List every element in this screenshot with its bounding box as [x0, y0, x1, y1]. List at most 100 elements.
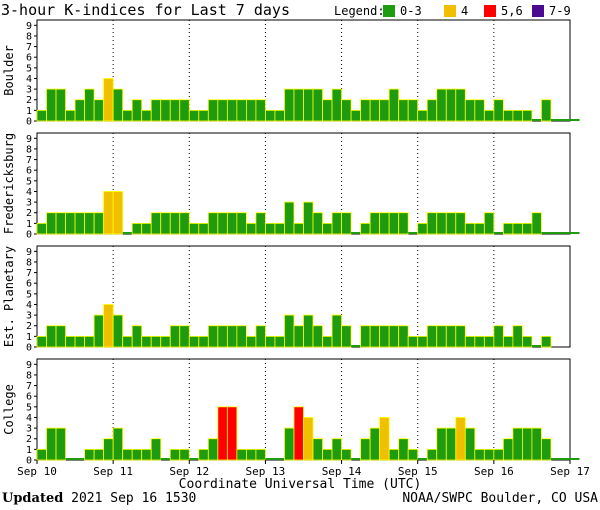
y-tick-label: 2	[26, 208, 32, 219]
k-index-bar	[426, 325, 438, 348]
k-index-bar	[255, 325, 266, 348]
k-index-bar	[522, 222, 533, 235]
k-index-bar	[483, 448, 495, 461]
k-index-bar	[293, 406, 304, 461]
footer-credit: NOAA/SWPC Boulder, CO USA	[402, 491, 598, 506]
k-index-bar	[445, 88, 457, 122]
k-index-bar	[226, 212, 238, 235]
y-tick-label: 1	[26, 219, 32, 230]
y-tick-label: 0	[26, 456, 32, 467]
y-tick-label: 8	[26, 31, 32, 42]
k-index-bar	[274, 222, 285, 235]
k-index-bar	[388, 448, 400, 461]
k-index-bar	[417, 222, 428, 235]
k-index-bar	[398, 212, 409, 235]
k-index-bar	[217, 406, 228, 461]
k-index-bar	[36, 335, 47, 348]
k-index-bar	[169, 212, 181, 235]
k-index-bar	[141, 335, 152, 348]
k-index-bar	[351, 345, 361, 347]
k-index-bar	[236, 325, 247, 348]
k-index-bar	[284, 88, 295, 122]
y-tick-label: 4	[26, 74, 32, 85]
y-tick-label: 3	[26, 85, 32, 96]
k-index-bar	[560, 119, 570, 121]
k-index-bar	[150, 438, 162, 461]
k-index-bar	[160, 335, 171, 348]
y-tick-label: 2	[26, 321, 32, 332]
k-index-bar	[493, 99, 504, 122]
k-index-bar	[474, 222, 485, 235]
k-index-bar	[169, 448, 181, 461]
k-index-bar	[550, 119, 561, 121]
k-index-bar	[493, 448, 504, 461]
k-index-bar	[189, 458, 199, 460]
k-index-bar	[75, 458, 85, 460]
k-index-bar	[207, 99, 219, 122]
k-index-bar	[65, 109, 76, 122]
k-index-bar	[169, 99, 181, 122]
k-index-bar	[226, 99, 238, 122]
panel-name: College	[2, 384, 16, 435]
k-index-bar	[265, 222, 276, 235]
k-index-bar	[112, 314, 124, 348]
k-index-bar	[112, 191, 124, 235]
x-tick-label: Sep 13	[246, 465, 286, 478]
k-index-bar	[131, 448, 143, 461]
k-index-bar	[341, 448, 352, 461]
k-index-bar	[265, 109, 276, 122]
y-tick-label: 4	[26, 300, 32, 311]
k-index-bar	[36, 222, 47, 235]
chart-title: 3-hour K-indices for Last 7 days	[1, 1, 290, 19]
k-index-bar	[274, 335, 285, 348]
y-tick-label: 7	[26, 42, 32, 53]
k-index-bar	[65, 458, 76, 460]
x-tick-label: Sep 12	[169, 465, 209, 478]
k-index-bar	[398, 325, 409, 348]
k-index-bar	[312, 88, 323, 122]
k-index-bar	[179, 448, 190, 461]
legend-label: Legend:	[334, 4, 385, 18]
k-index-bar	[322, 448, 333, 461]
legend-entry: 7-9	[549, 4, 571, 18]
k-index-bar	[541, 99, 552, 122]
k-index-bar	[284, 427, 295, 461]
k-index-bar	[188, 109, 200, 122]
k-index-bar	[331, 314, 342, 348]
k-index-bar	[369, 427, 381, 461]
k-index-bar	[169, 325, 181, 348]
y-tick-label: 4	[26, 413, 32, 424]
k-index-bar	[293, 88, 304, 122]
k-index-bar	[483, 335, 495, 348]
k-index-bar	[122, 232, 133, 234]
y-tick-label: 5	[26, 63, 32, 74]
legend-swatch	[383, 5, 395, 17]
k-index-bar	[502, 335, 514, 348]
k-index-bar	[398, 438, 409, 461]
k-index-bar	[445, 212, 457, 235]
k-index-bar	[84, 212, 95, 235]
x-tick-label: Sep 14	[322, 465, 362, 478]
k-index-bar	[150, 99, 162, 122]
k-index-bar	[150, 335, 162, 348]
k-index-bar	[265, 335, 276, 348]
k-index-bar	[455, 88, 466, 122]
y-tick-label: 0	[26, 230, 32, 241]
k-index-bar	[255, 99, 266, 122]
k-index-bar	[493, 232, 504, 234]
k-index-bar	[531, 427, 542, 461]
y-tick-label: 8	[26, 257, 32, 268]
k-index-bar	[122, 109, 133, 122]
k-index-bar	[407, 448, 419, 461]
k-index-bar	[293, 325, 304, 348]
legend-entry: 4	[461, 4, 468, 18]
k-index-bar	[512, 222, 523, 235]
y-tick-label: 6	[26, 392, 32, 403]
x-tick-label: Sep 17	[550, 465, 590, 478]
k-index-bar	[303, 314, 314, 348]
k-index-bar	[522, 335, 533, 348]
y-tick-label: 0	[26, 343, 32, 354]
k-index-bar	[351, 232, 361, 234]
